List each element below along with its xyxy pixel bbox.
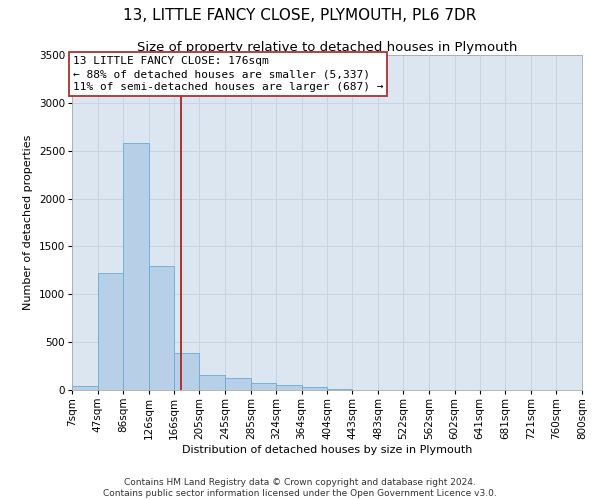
Bar <box>276 385 302 390</box>
Bar <box>199 374 225 390</box>
Bar <box>174 352 199 390</box>
Title: Size of property relative to detached houses in Plymouth: Size of property relative to detached ho… <box>137 41 517 54</box>
Bar <box>302 388 328 390</box>
X-axis label: Distribution of detached houses by size in Plymouth: Distribution of detached houses by size … <box>182 444 472 454</box>
Y-axis label: Number of detached properties: Number of detached properties <box>23 135 33 310</box>
Bar <box>328 389 352 390</box>
Bar <box>98 273 123 390</box>
Bar <box>225 378 251 390</box>
Bar <box>251 383 276 390</box>
Text: 13 LITTLE FANCY CLOSE: 176sqm
← 88% of detached houses are smaller (5,337)
11% o: 13 LITTLE FANCY CLOSE: 176sqm ← 88% of d… <box>73 56 383 92</box>
Text: Contains HM Land Registry data © Crown copyright and database right 2024.
Contai: Contains HM Land Registry data © Crown c… <box>103 478 497 498</box>
Bar <box>149 266 174 390</box>
Bar <box>72 386 98 390</box>
Text: 13, LITTLE FANCY CLOSE, PLYMOUTH, PL6 7DR: 13, LITTLE FANCY CLOSE, PLYMOUTH, PL6 7D… <box>124 8 476 22</box>
Bar <box>123 143 149 390</box>
